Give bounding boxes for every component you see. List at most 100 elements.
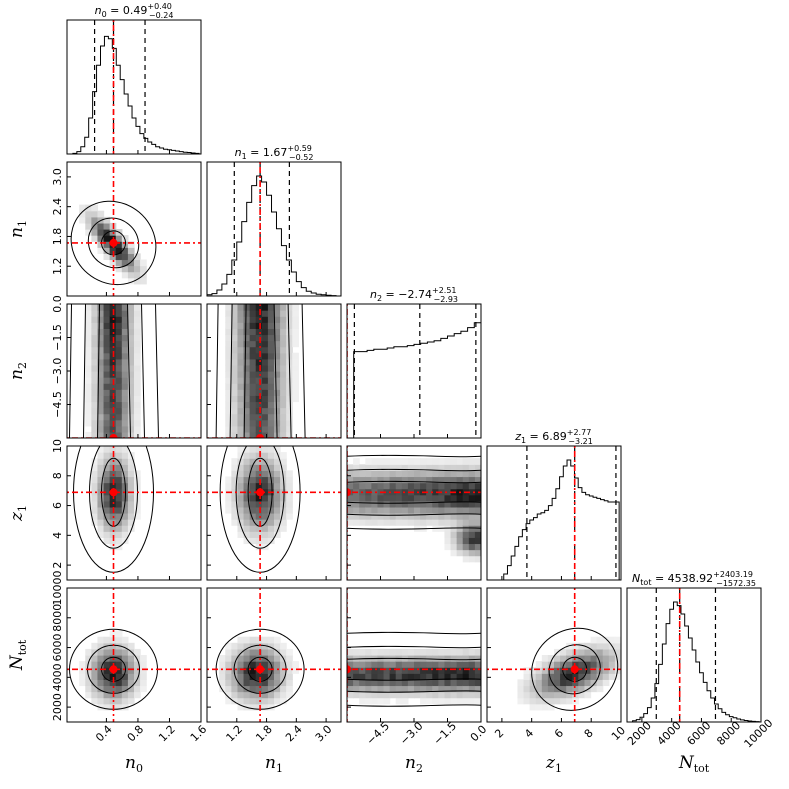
y-tick-label-n1: 3.0 [51, 168, 64, 186]
panel-n0-vs-n1 [66, 161, 202, 297]
x-tick-label-z1: 4 [522, 726, 536, 740]
panel-frame [486, 587, 622, 723]
panel-title-n1: n1 = 1.67+0.59 −0.52 [235, 144, 314, 162]
x-tick-label-n1: 1.8 [253, 723, 275, 745]
panel-n2-vs-z1 [346, 445, 482, 581]
panel-n0-hist: n0 = 0.49+0.40 −0.24 [66, 2, 202, 155]
x-tick-label-n1: 1.2 [224, 723, 246, 745]
histogram-n2 [347, 322, 481, 438]
panel-frame [626, 587, 762, 723]
x-axis-label-n0: n0 [125, 753, 143, 775]
contour-0 [347, 480, 481, 504]
panel-title-n0: n0 = 0.49+0.40 −0.24 [95, 2, 174, 20]
panel-frame [206, 587, 342, 723]
contour-1 [83, 304, 146, 438]
panel-n2-vs-Ntot [346, 587, 482, 723]
x-tick-label-z1: 6 [552, 726, 566, 740]
x-tick-label-Ntot: 8000 [714, 719, 743, 748]
panel-z1-hist: z1 = 6.89+2.77 −3.21 [486, 428, 622, 581]
y-tick-label-Ntot: 8000 [51, 604, 64, 632]
panel-frame [66, 445, 202, 581]
y-tick-label-z1: 4 [51, 532, 64, 539]
x-tick-label-n2: −3.0 [397, 719, 425, 747]
x-tick-label-n2: −4.5 [364, 719, 392, 747]
panel-n1-vs-n2 [206, 303, 342, 439]
truth-point [109, 434, 118, 438]
panel-frame [66, 587, 202, 723]
y-tick-label-n1: 2.4 [51, 198, 64, 216]
panel-n1-vs-Ntot [206, 587, 342, 723]
truth-point [109, 665, 118, 674]
panel-n0-vs-Ntot [66, 587, 202, 723]
panel-frame [66, 19, 202, 155]
panel-title-Ntot: Ntot = 4538.92+2403.19 −1572.35 [632, 570, 756, 588]
y-tick-label-Ntot: 10000 [51, 571, 64, 606]
panel-n0-vs-z1 [66, 445, 202, 581]
panel-n2-hist: n2 = −2.74+2.51 −2.93 [346, 286, 482, 439]
contour-1 [347, 468, 481, 516]
panel-frame [346, 303, 482, 439]
x-axis-label-z1: z1 [545, 753, 562, 775]
x-axis-label-n2: n2 [405, 753, 423, 775]
x-tick-label-n0: 0.8 [125, 723, 147, 745]
y-axis-label-z1: z1 [7, 505, 29, 522]
x-axis-label-n1: n1 [265, 753, 283, 775]
contour-1 [229, 304, 292, 438]
x-tick-label-n0: 1.2 [156, 723, 178, 745]
contour-0 [243, 304, 278, 438]
contour-2 [531, 627, 619, 711]
x-tick-label-n0: 1.6 [188, 723, 210, 745]
contour-2 [70, 200, 157, 286]
histogram-z1 [503, 459, 620, 580]
contour-2 [347, 631, 481, 707]
x-tick-label-Ntot: 2000 [625, 719, 654, 748]
contour-0 [101, 230, 127, 256]
x-tick-label-n0: 0.4 [93, 723, 115, 745]
y-axis-label-n2: n2 [7, 362, 29, 380]
y-tick-label-z1: 8 [51, 472, 64, 479]
contour-0 [97, 304, 132, 438]
x-axis-label-Ntot: Ntot [678, 753, 710, 775]
panel-Ntot-hist: Ntot = 4538.92+2403.19 −1572.35 [626, 570, 762, 723]
panel-frame [486, 445, 622, 581]
x-tick-label-Ntot: 6000 [684, 719, 713, 748]
y-tick-label-n2: −1.5 [51, 324, 64, 351]
truth-point [256, 488, 265, 497]
y-tick-label-n2: −4.5 [51, 391, 64, 418]
panel-n1-vs-z1 [206, 445, 342, 581]
x-tick-label-n2: 0.0 [468, 723, 490, 745]
y-tick-label-n2: −3.0 [51, 358, 64, 385]
panel-title-z1: z1 = 6.89+2.77 −3.21 [514, 428, 593, 446]
contour-2 [215, 304, 306, 438]
panel-z1-vs-Ntot [486, 587, 622, 723]
histogram-n0 [68, 35, 200, 154]
x-tick-label-n1: 2.4 [283, 723, 305, 745]
panel-frame [206, 161, 342, 297]
truth-point [347, 488, 351, 497]
panel-title-n2: n2 = −2.74+2.51 −2.93 [370, 286, 458, 304]
y-tick-label-Ntot: 2000 [51, 693, 64, 721]
y-tick-label-z1: 10 [51, 439, 64, 453]
y-tick-label-n2: 0.0 [51, 295, 64, 313]
panel-n1-hist: n1 = 1.67+0.59 −0.52 [206, 144, 342, 297]
y-tick-label-n1: 1.8 [51, 228, 64, 246]
y-tick-label-z1: 6 [51, 502, 64, 509]
panel-frame [66, 161, 202, 297]
y-axis-label-Ntot: Ntot [7, 639, 29, 671]
histogram-Ntot [632, 601, 760, 722]
y-tick-label-Ntot: 4000 [51, 663, 64, 691]
truth-point [109, 238, 118, 247]
y-axis-label-n1: n1 [7, 220, 29, 238]
truth-point [256, 665, 265, 674]
y-tick-label-z1: 2 [51, 562, 64, 569]
panel-n0-vs-n2 [66, 303, 202, 439]
truth-point [256, 434, 265, 438]
histogram-n1 [207, 175, 337, 296]
x-tick-label-Ntot: 4000 [655, 719, 684, 748]
truth-point [347, 665, 351, 674]
contour-2 [347, 454, 481, 530]
x-tick-label-z1: 8 [582, 726, 596, 740]
contour-0 [347, 657, 481, 681]
contour-0 [562, 656, 588, 682]
